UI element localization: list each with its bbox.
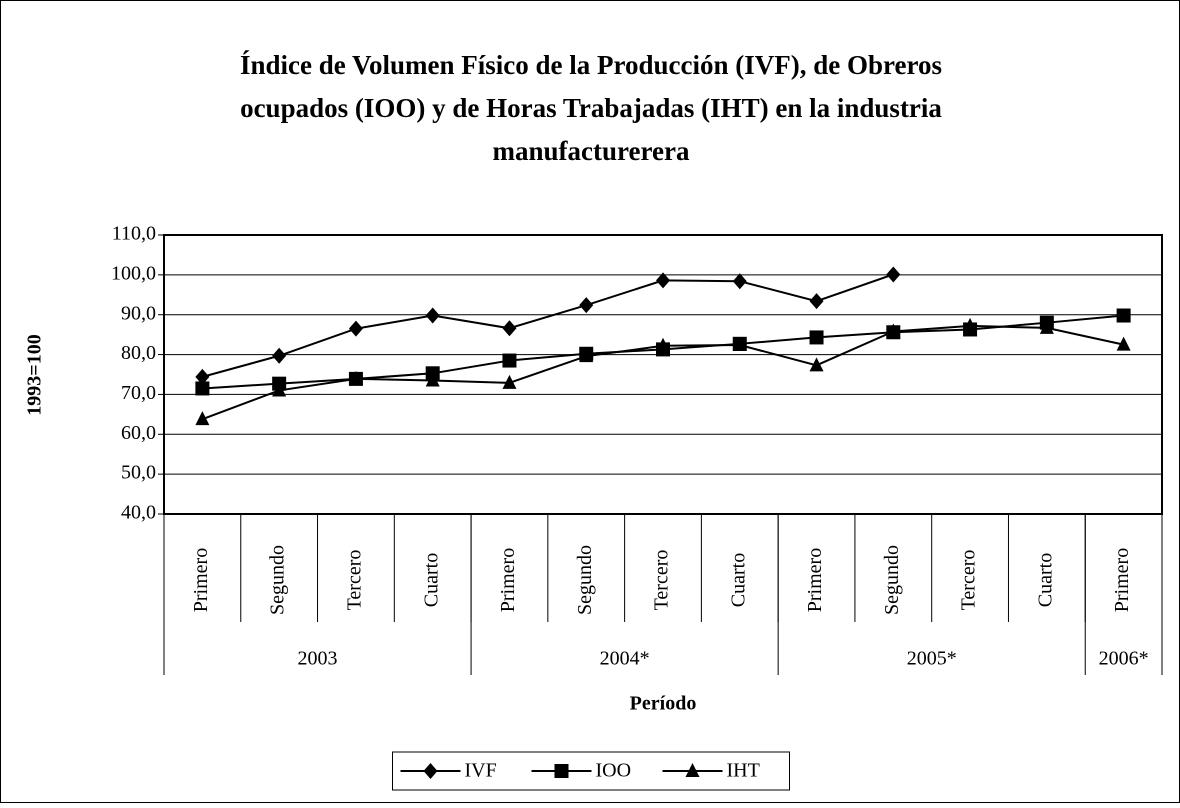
chart-title: manufacturerera xyxy=(493,136,690,166)
x-tick-label: Primero xyxy=(1111,548,1133,612)
legend-label: IVF xyxy=(465,760,497,782)
group-label: 2003 xyxy=(298,648,338,670)
y-tick-label: 100,0 xyxy=(111,262,156,284)
y-axis-label: 1993=100 xyxy=(24,334,46,415)
marker xyxy=(272,382,287,397)
x-tick-label: Segundo xyxy=(881,545,903,615)
marker xyxy=(579,348,594,363)
x-tick-label: Cuarto xyxy=(420,553,442,607)
x-axis-label: Período xyxy=(630,693,697,715)
x-tick-label: Tercero xyxy=(344,550,366,611)
y-tick-label: 40,0 xyxy=(121,502,156,524)
marker xyxy=(685,763,700,777)
marker xyxy=(348,370,363,385)
marker xyxy=(656,272,670,289)
y-tick-label: 110,0 xyxy=(112,223,156,245)
y-tick-label: 50,0 xyxy=(121,462,156,484)
marker xyxy=(425,307,440,324)
chart-title: Índice de Volumen Físico de la Producció… xyxy=(240,50,942,80)
marker xyxy=(502,320,517,337)
marker xyxy=(554,764,569,778)
legend-label: IHT xyxy=(727,760,760,782)
y-tick-label: 90,0 xyxy=(121,302,156,324)
marker xyxy=(195,368,210,385)
legend-label: IOO xyxy=(596,760,632,782)
x-tick-label: Tercero xyxy=(958,550,980,611)
y-tick-label: 80,0 xyxy=(121,342,156,364)
marker xyxy=(579,297,594,314)
x-tick-label: Primero xyxy=(497,548,519,612)
x-tick-label: Primero xyxy=(804,548,826,612)
x-tick-label: Cuarto xyxy=(727,553,749,607)
y-tick-label: 60,0 xyxy=(121,422,156,444)
group-label: 2006* xyxy=(1099,648,1149,670)
marker xyxy=(502,353,517,368)
x-tick-label: Tercero xyxy=(651,550,673,611)
marker xyxy=(809,330,824,345)
marker xyxy=(1116,336,1131,351)
x-tick-label: Cuarto xyxy=(1034,553,1056,607)
marker xyxy=(195,381,210,396)
marker xyxy=(348,320,363,337)
marker xyxy=(1039,319,1054,334)
marker xyxy=(963,317,978,332)
marker xyxy=(423,763,438,779)
chart-title: ocupados (IOO) y de Horas Trabajadas (IH… xyxy=(240,93,942,123)
x-tick-label: Primero xyxy=(190,548,212,612)
marker xyxy=(656,337,670,352)
marker xyxy=(886,266,901,283)
marker xyxy=(809,357,824,372)
x-tick-label: Segundo xyxy=(574,545,596,615)
plot-border xyxy=(163,234,1163,515)
marker xyxy=(272,347,287,364)
x-tick-label: Segundo xyxy=(267,545,289,615)
marker xyxy=(732,337,747,352)
marker xyxy=(886,323,901,338)
series-line xyxy=(202,273,894,378)
marker xyxy=(1116,308,1131,323)
group-label: 2005* xyxy=(907,648,957,670)
marker xyxy=(195,411,210,426)
marker xyxy=(809,293,824,310)
y-tick-label: 70,0 xyxy=(121,382,156,404)
marker xyxy=(732,273,747,290)
marker xyxy=(425,372,440,387)
group-label: 2004* xyxy=(600,648,650,670)
marker xyxy=(502,374,517,389)
